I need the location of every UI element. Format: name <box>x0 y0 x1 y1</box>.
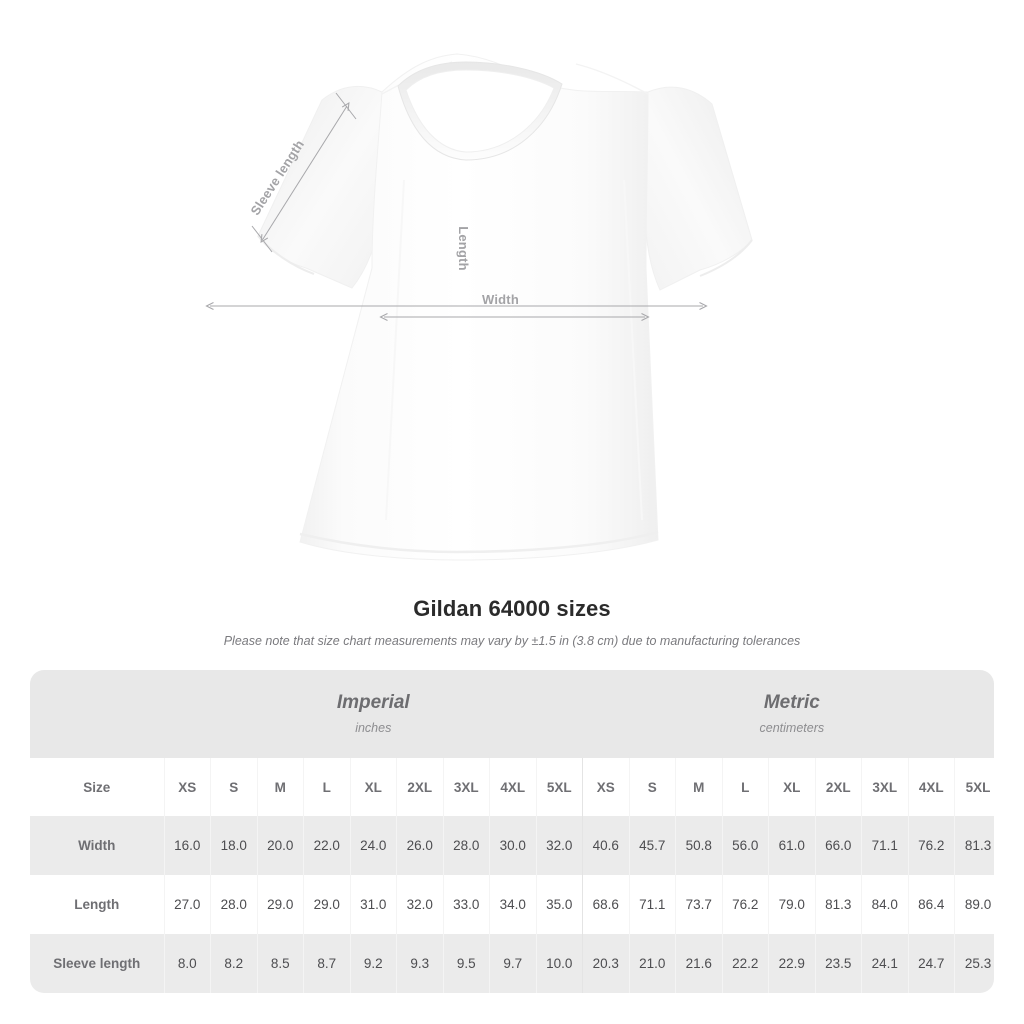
cell-sleeve-metric-l: 22.2 <box>722 934 770 993</box>
unit-name-metric: Metric <box>763 692 820 714</box>
cell-width-imperial-l: 22.0 <box>303 816 351 875</box>
cell-width-metric-xs: 40.6 <box>582 816 630 875</box>
unit-header-metric: Metric centimeters <box>582 670 994 758</box>
cell-width-imperial-s: 18.0 <box>210 816 258 875</box>
unit-sub-imperial: inches <box>355 720 392 735</box>
cell-width-metric-l: 56.0 <box>722 816 770 875</box>
page-title: Gildan 64000 sizes <box>413 596 611 621</box>
cell-sleeve-metric-s: 21.0 <box>629 934 677 993</box>
cell-sleeve-metric-xl: 22.9 <box>768 934 816 993</box>
cell-sleeve-metric-xs: 20.3 <box>582 934 630 993</box>
cell-sleeve-metric-3xl: 24.1 <box>861 934 909 993</box>
size-col-imperial-3xl: 3XL <box>443 758 490 816</box>
cell-width-metric-s: 45.7 <box>629 816 677 875</box>
cell-length-imperial-xl: 31.0 <box>350 875 397 934</box>
size-col-imperial-2xl: 2XL <box>396 758 444 816</box>
size-col-metric-s: S <box>629 758 677 816</box>
row-header-size: Size <box>30 758 165 816</box>
size-col-imperial-xs: XS <box>164 758 211 816</box>
size-col-metric-xl: XL <box>768 758 816 816</box>
cell-width-metric-3xl: 71.1 <box>861 816 909 875</box>
width-dimension-label: Width <box>482 292 519 307</box>
cell-sleeve-imperial-s: 8.2 <box>210 934 258 993</box>
size-col-imperial-l: L <box>303 758 351 816</box>
size-chart-table: Imperial inches Metric centimeters Size … <box>30 670 994 993</box>
cell-length-imperial-l: 29.0 <box>303 875 351 934</box>
cell-length-imperial-m: 29.0 <box>257 875 304 934</box>
cell-sleeve-metric-m: 21.6 <box>675 934 723 993</box>
cell-width-imperial-m: 20.0 <box>257 816 304 875</box>
size-col-imperial-s: S <box>210 758 258 816</box>
tshirt-illustration <box>0 53 753 561</box>
size-header-row: Size XS S M L XL 2XL 3XL 4XL 5XL XS S M … <box>30 758 994 816</box>
cell-length-metric-5xl: 89.0 <box>954 875 994 934</box>
title-block: Gildan 64000 sizes Please note that size… <box>0 596 1024 648</box>
cell-sleeve-imperial-xl: 9.2 <box>350 934 397 993</box>
row-header-sleeve-length: Sleeve length <box>30 934 165 993</box>
cell-length-imperial-3xl: 33.0 <box>443 875 490 934</box>
size-chart-table-wrapper: Imperial inches Metric centimeters Size … <box>30 670 994 993</box>
cell-sleeve-imperial-5xl: 10.0 <box>536 934 584 993</box>
unit-name-imperial: Imperial <box>336 692 410 714</box>
cell-length-imperial-s: 28.0 <box>210 875 258 934</box>
dimension-lines <box>210 92 703 317</box>
cell-sleeve-metric-5xl: 25.3 <box>954 934 994 993</box>
cell-length-metric-xl: 79.0 <box>768 875 816 934</box>
cell-width-imperial-5xl: 32.0 <box>536 816 584 875</box>
cell-sleeve-imperial-m: 8.5 <box>257 934 304 993</box>
cell-length-imperial-2xl: 32.0 <box>396 875 444 934</box>
cell-width-metric-xl: 61.0 <box>768 816 816 875</box>
cell-width-imperial-xl: 24.0 <box>350 816 397 875</box>
unit-header-row: Imperial inches Metric centimeters <box>30 670 994 758</box>
size-col-metric-4xl: 4XL <box>908 758 956 816</box>
cell-length-metric-3xl: 84.0 <box>861 875 909 934</box>
cell-length-metric-m: 73.7 <box>675 875 723 934</box>
cell-width-imperial-4xl: 30.0 <box>489 816 537 875</box>
size-col-metric-xs: XS <box>582 758 630 816</box>
size-col-metric-5xl: 5XL <box>954 758 994 816</box>
cell-length-imperial-5xl: 35.0 <box>536 875 584 934</box>
size-col-imperial-5xl: 5XL <box>536 758 584 816</box>
cell-width-imperial-3xl: 28.0 <box>443 816 490 875</box>
cell-width-imperial-2xl: 26.0 <box>396 816 444 875</box>
table-row: Width 16.0 18.0 20.0 22.0 24.0 26.0 28.0… <box>30 816 994 875</box>
cell-length-imperial-xs: 27.0 <box>164 875 211 934</box>
size-col-metric-m: M <box>675 758 723 816</box>
table-row: Sleeve length 8.0 8.2 8.5 8.7 9.2 9.3 9.… <box>30 934 994 993</box>
length-dimension-label: Length <box>455 226 471 271</box>
cell-length-imperial-4xl: 34.0 <box>489 875 537 934</box>
cell-length-metric-l: 76.2 <box>722 875 770 934</box>
row-header-length: Length <box>30 875 165 934</box>
cell-sleeve-imperial-l: 8.7 <box>303 934 351 993</box>
tolerance-note: Please note that size chart measurements… <box>223 634 801 648</box>
unit-header-imperial: Imperial inches <box>164 670 583 758</box>
cell-sleeve-imperial-2xl: 9.3 <box>396 934 444 993</box>
table-row: Length 27.0 28.0 29.0 29.0 31.0 32.0 33.… <box>30 875 994 934</box>
size-col-metric-2xl: 2XL <box>815 758 863 816</box>
cell-length-metric-s: 71.1 <box>629 875 677 934</box>
cell-length-metric-xs: 68.6 <box>582 875 630 934</box>
size-col-metric-3xl: 3XL <box>861 758 909 816</box>
cell-width-metric-m: 50.8 <box>675 816 723 875</box>
cell-sleeve-imperial-xs: 8.0 <box>164 934 211 993</box>
size-col-imperial-4xl: 4XL <box>489 758 537 816</box>
size-col-metric-l: L <box>722 758 770 816</box>
unit-sub-metric: centimeters <box>759 720 825 735</box>
cell-width-metric-4xl: 76.2 <box>908 816 956 875</box>
cell-sleeve-metric-4xl: 24.7 <box>908 934 956 993</box>
cell-sleeve-metric-2xl: 23.5 <box>815 934 863 993</box>
row-header-width: Width <box>30 816 165 875</box>
cell-length-metric-4xl: 86.4 <box>908 875 956 934</box>
cell-width-metric-5xl: 81.3 <box>954 816 994 875</box>
cell-sleeve-imperial-3xl: 9.5 <box>443 934 490 993</box>
cell-length-metric-2xl: 81.3 <box>815 875 863 934</box>
size-col-imperial-xl: XL <box>350 758 397 816</box>
garment-diagram: Sleeve length Length Width <box>0 53 753 561</box>
cell-sleeve-imperial-4xl: 9.7 <box>489 934 537 993</box>
cell-width-metric-2xl: 66.0 <box>815 816 863 875</box>
unit-header-spacer <box>30 670 164 758</box>
size-col-imperial-m: M <box>257 758 304 816</box>
cell-width-imperial-xs: 16.0 <box>164 816 211 875</box>
